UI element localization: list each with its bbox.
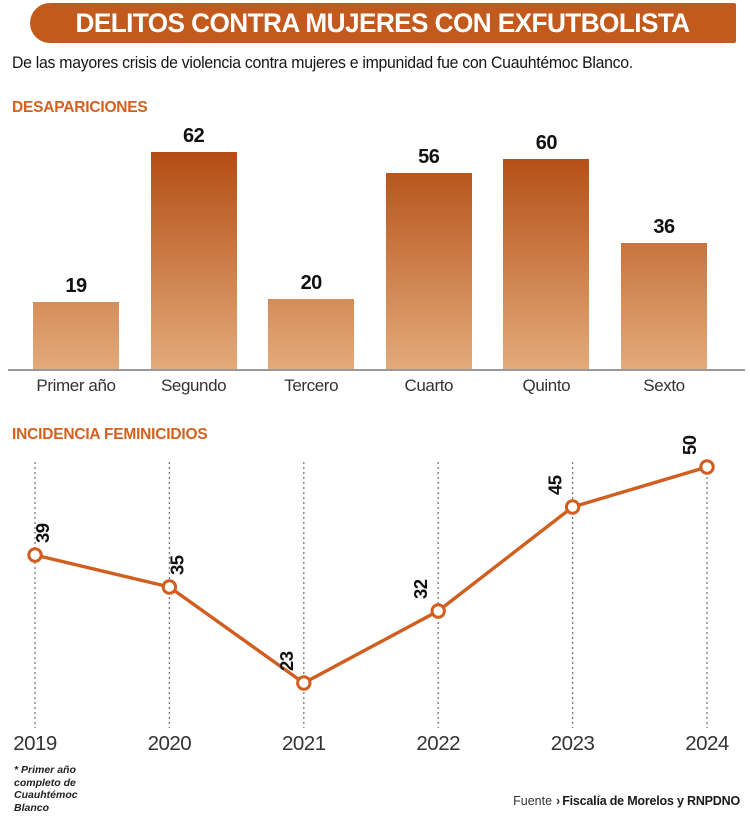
bar-Sexto — [621, 243, 707, 369]
subtitle: De las mayores crisis de violencia contr… — [12, 54, 633, 72]
source-arrow-icon: › — [556, 794, 561, 808]
bar-value-label: 62 — [182, 125, 205, 147]
bar-Segundo — [150, 152, 237, 369]
bar-value-label: 19 — [65, 275, 87, 297]
year-tick-label: 2022 — [416, 732, 460, 755]
footnote-line: * Primer año — [14, 764, 76, 776]
bar-value-label: 36 — [653, 216, 675, 238]
bar-value-label: 20 — [300, 272, 323, 294]
year-tick-label: 2020 — [148, 732, 192, 755]
year-tick-label: 2024 — [685, 732, 729, 755]
year-tick-label: 2021 — [282, 732, 326, 755]
bar-Quinto — [503, 159, 590, 369]
page-title: DELITOS CONTRA MUJERES CON EXFUTBOLISTA — [75, 7, 691, 38]
year-tick-label: 2019 — [13, 732, 57, 755]
bar-chart-baseline — [8, 369, 745, 371]
point-value-label: 50 — [679, 435, 700, 455]
point-value-label: 45 — [545, 475, 566, 495]
bar-chart-title: DESAPARICIONES — [12, 99, 148, 116]
data-point-marker — [296, 675, 312, 691]
point-value-label: 39 — [32, 523, 53, 543]
point-value-label: 35 — [166, 555, 187, 575]
source-credit: Fuente › Fiscalía de Morelos y RNPDNO — [513, 794, 740, 808]
bar-category-label: Sexto — [643, 376, 685, 395]
footnote: * Primer año completo de Cuauhtémoc Blan… — [14, 764, 78, 814]
line-series — [34, 465, 708, 685]
bar-chart: 19 62 20 56 60 36 — [0, 125, 750, 369]
bar-category-label: Tercero — [284, 376, 339, 395]
bar-Tercero — [268, 299, 355, 369]
bar-value-label: 56 — [418, 146, 440, 168]
line-chart-title: INCIDENCIA FEMINICIDIOS — [12, 426, 208, 443]
data-point-marker — [699, 459, 715, 475]
footnote-line: Cuauhtémoc — [14, 789, 78, 801]
data-point-marker — [27, 547, 43, 563]
footnote-line: Blanco — [14, 801, 50, 814]
data-point-marker — [430, 603, 446, 619]
bar-category-label: Segundo — [160, 376, 227, 395]
bar-value-label: 60 — [535, 132, 558, 154]
data-point-marker — [161, 579, 178, 595]
data-point-marker — [564, 499, 581, 515]
source-text: Fiscalía de Morelos y RNPDNO — [562, 794, 740, 808]
footnote-line: completo de — [14, 776, 76, 789]
bar-Primer año — [33, 302, 119, 369]
bar-category-label: Quinto — [522, 376, 571, 395]
point-value-label: 23 — [276, 651, 297, 671]
bar-category-label: Cuarto — [404, 376, 454, 395]
header-banner: DELITOS CONTRA MUJERES CON EXFUTBOLISTA — [30, 3, 736, 43]
bar-Cuarto — [385, 173, 472, 369]
year-tick-label: 2023 — [551, 732, 595, 755]
source-prefix: Fuente — [513, 794, 553, 808]
point-value-label: 32 — [410, 579, 431, 599]
line-chart: 2019 2020 2021 2022 2023 2024 39 35 23 32 45 50 — [13, 435, 729, 755]
bar-category-label: Primer año — [36, 376, 116, 395]
